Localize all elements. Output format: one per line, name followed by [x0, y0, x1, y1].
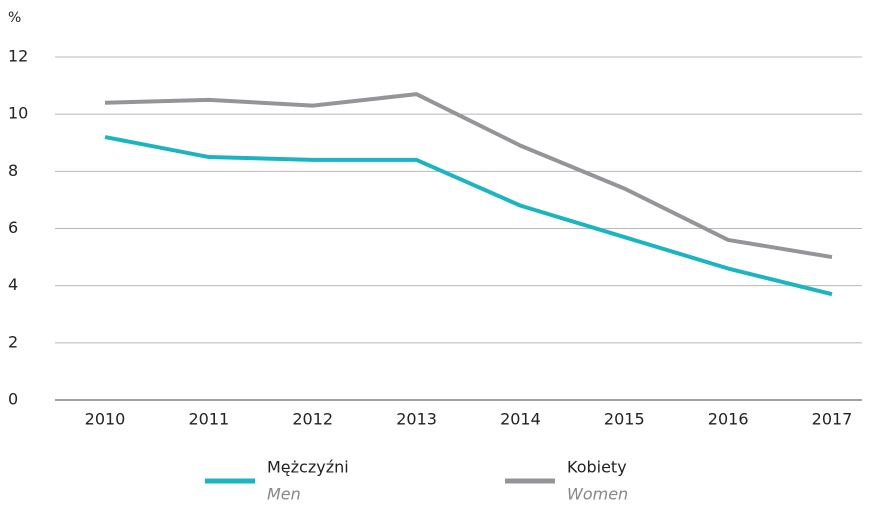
series-line — [104, 92, 833, 260]
x-tick-label: 2012 — [292, 410, 333, 429]
series-line — [104, 135, 833, 297]
x-tick-label: 2017 — [812, 410, 853, 429]
y-tick-label: 0 — [8, 390, 18, 409]
x-tick-label: 2016 — [708, 410, 749, 429]
y-axis-label: % — [8, 10, 21, 26]
y-tick-label: 6 — [8, 218, 18, 237]
y-tick-label: 10 — [8, 104, 28, 123]
y-tick-label: 2 — [8, 332, 18, 351]
x-tick-label: 2013 — [396, 410, 437, 429]
x-tick-label: 2015 — [604, 410, 645, 429]
legend-label: Kobiety — [567, 458, 627, 477]
x-tick-label: 2010 — [85, 410, 126, 429]
x-tick-label: 2011 — [188, 410, 229, 429]
legend-label-en: Men — [267, 485, 301, 504]
y-tick-label: 12 — [8, 47, 28, 66]
legend-label-en: Women — [567, 485, 628, 504]
y-tick-label: 4 — [8, 275, 18, 294]
legend-label: Mężczyźni — [267, 458, 349, 477]
x-tick-label: 2014 — [500, 410, 541, 429]
y-tick-label: 8 — [8, 161, 18, 180]
